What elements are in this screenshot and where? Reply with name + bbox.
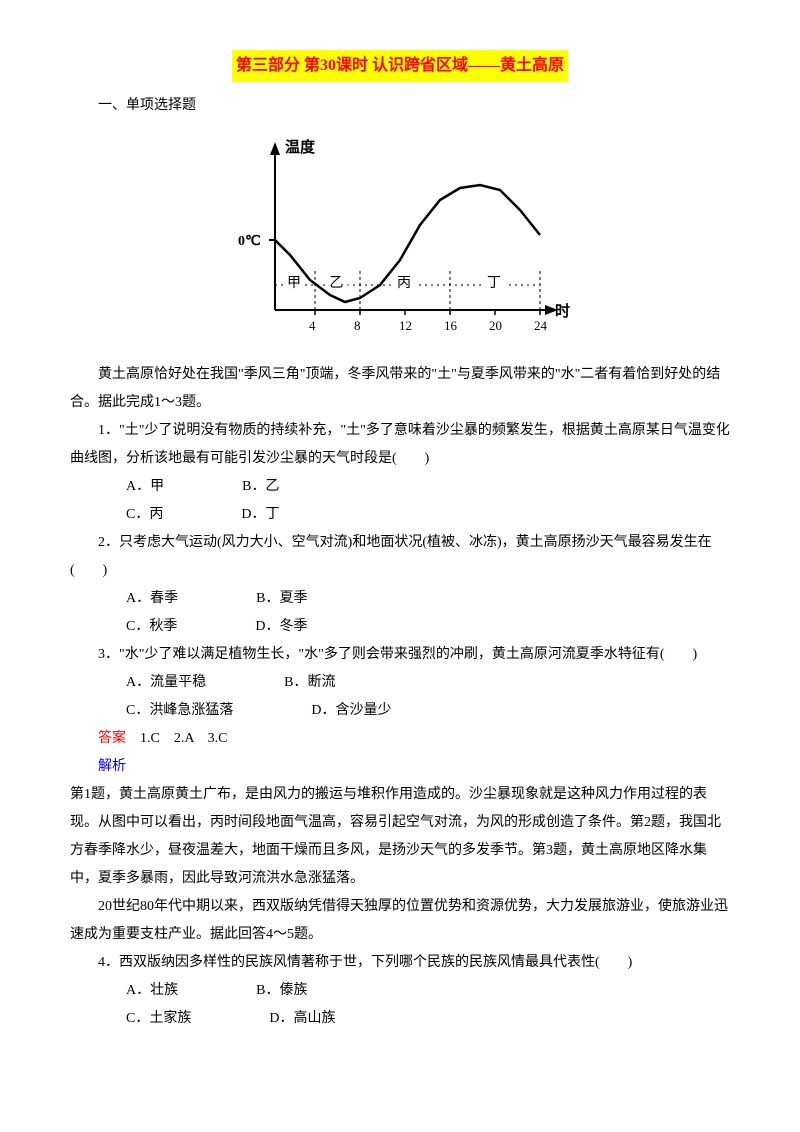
option-4d: D．高山族 [241,1005,335,1033]
chart-svg: 温度时 0℃ 4 8 12 16 20 24 甲 乙 丙 丁 [230,130,570,340]
option-3d: D．含沙量少 [283,697,391,725]
intro-paragraph-2: 20世纪80年代中期以来，西双版纳凭借得天独厚的位置优势和资源优势，大力发展旅游… [70,893,730,949]
svg-text:温度: 温度 [285,138,316,156]
question-4-options-row1: A．壮族 B．傣族 [70,977,730,1005]
question-1-options-row1: A．甲 B．乙 [70,473,730,501]
svg-text:0℃: 0℃ [238,234,261,249]
option-1d: D．丁 [213,501,279,529]
explain-label: 解析 [98,759,126,774]
svg-text:甲: 甲 [287,276,301,291]
question-1: 1．"土"少了说明没有物质的持续补充，"土"多了意味着沙尘暴的频繁发生，根据黄土… [70,417,730,473]
svg-text:时: 时 [555,303,570,320]
option-3c: C．洪峰急涨猛落 [98,697,233,725]
question-3-options-row2: C．洪峰急涨猛落 D．含沙量少 [70,697,730,725]
question-4: 4．西双版纳因多样性的民族风情著称于世，下列哪个民族的民族风情最具代表性( ) [70,949,730,977]
section-heading: 一、单项选择题 [70,92,730,120]
option-4b: B．傣族 [228,977,307,1005]
option-4a: A．壮族 [98,977,178,1005]
svg-text:8: 8 [354,318,361,333]
question-3-options-row1: A．流量平稳 B．断流 [70,669,730,697]
svg-text:20: 20 [489,318,502,333]
question-1-options-row2: C．丙 D．丁 [70,501,730,529]
option-3a: A．流量平稳 [98,669,206,697]
option-1a: A．甲 [98,473,164,501]
svg-text:24: 24 [534,318,548,333]
svg-text:丁: 丁 [487,276,501,291]
question-2-options-row2: C．秋季 D．冬季 [70,613,730,641]
question-2-options-row1: A．春季 B．夏季 [70,585,730,613]
option-1b: B．乙 [214,473,279,501]
explain-line: 解析 [70,753,730,781]
answer-line: 答案 1.C 2.A 3.C [70,725,730,753]
option-2d: D．冬季 [227,613,307,641]
question-4-options-row2: C．土家族 D．高山族 [70,1005,730,1033]
question-3: 3．"水"少了难以满足植物生长，"水"多了则会带来强烈的冲刷，黄土高原河流夏季水… [70,641,730,669]
question-2: 2．只考虑大气运动(风力大小、空气对流)和地面状况(植被、冰冻)，黄土高原扬沙天… [70,529,730,585]
option-2b: B．夏季 [228,585,307,613]
option-1c: C．丙 [98,501,163,529]
intro-paragraph-1: 黄土高原恰好处在我国"季风三角"顶端，冬季风带来的"土"与夏季风带来的"水"二者… [70,361,730,417]
option-3b: B．断流 [256,669,335,697]
svg-text:4: 4 [309,318,316,333]
explanation-text: 第1题，黄土高原黄土广布，是由风力的搬运与堆积作用造成的。沙尘暴现象就是这种风力… [70,781,730,893]
answer-text: 1.C 2.A 3.C [126,731,228,746]
svg-text:16: 16 [444,318,458,333]
option-4c: C．土家族 [98,1005,191,1033]
answer-label: 答案 [98,731,126,746]
page-title: 第三部分 第30课时 认识跨省区域——黄土高原 [232,50,568,82]
svg-text:12: 12 [399,318,412,333]
svg-text:丙: 丙 [397,276,411,291]
option-2c: C．秋季 [98,613,177,641]
svg-text:乙: 乙 [330,275,344,291]
option-2a: A．春季 [98,585,178,613]
temperature-chart: 温度时 0℃ 4 8 12 16 20 24 甲 乙 丙 丁 [70,130,730,351]
